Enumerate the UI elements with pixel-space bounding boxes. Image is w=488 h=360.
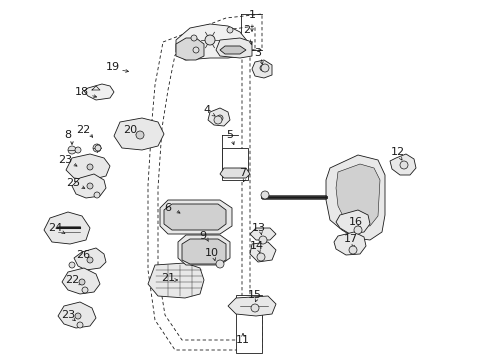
Circle shape [82, 287, 88, 293]
Polygon shape [216, 38, 251, 58]
Text: 12: 12 [390, 147, 404, 157]
Polygon shape [160, 200, 231, 234]
Polygon shape [335, 164, 379, 226]
Circle shape [94, 192, 100, 198]
Circle shape [204, 35, 215, 45]
Text: 11: 11 [236, 335, 249, 345]
Circle shape [69, 262, 75, 268]
Polygon shape [66, 154, 110, 180]
Text: 16: 16 [348, 217, 362, 227]
Circle shape [348, 246, 356, 254]
Polygon shape [74, 248, 106, 270]
Polygon shape [325, 155, 384, 240]
Text: 18: 18 [75, 87, 89, 97]
Polygon shape [84, 84, 114, 100]
Circle shape [217, 115, 223, 121]
Polygon shape [227, 296, 275, 316]
Circle shape [93, 144, 101, 152]
Polygon shape [251, 60, 271, 78]
Circle shape [353, 226, 361, 234]
Polygon shape [220, 168, 249, 178]
Text: 3: 3 [254, 48, 261, 58]
Circle shape [399, 161, 407, 169]
Text: 4: 4 [203, 105, 210, 115]
Text: 25: 25 [66, 178, 80, 188]
Circle shape [136, 131, 143, 139]
Polygon shape [72, 174, 106, 198]
Text: 6: 6 [164, 203, 171, 213]
Text: 9: 9 [199, 231, 206, 241]
Bar [236, 295, 262, 353]
Polygon shape [163, 204, 225, 230]
Circle shape [226, 27, 232, 33]
Text: 10: 10 [204, 248, 219, 258]
Circle shape [95, 145, 101, 151]
Circle shape [400, 162, 406, 168]
Polygon shape [114, 118, 163, 150]
Circle shape [75, 147, 81, 153]
Circle shape [87, 164, 93, 170]
Text: 1: 1 [248, 10, 255, 20]
Circle shape [191, 35, 197, 41]
Polygon shape [176, 24, 247, 60]
Text: 20: 20 [122, 125, 137, 135]
Polygon shape [249, 228, 275, 240]
Text: 22: 22 [76, 125, 90, 135]
Circle shape [261, 64, 268, 72]
Polygon shape [335, 210, 369, 234]
Text: 15: 15 [247, 290, 262, 300]
Text: 23: 23 [58, 155, 72, 165]
Polygon shape [220, 46, 245, 54]
Polygon shape [389, 154, 415, 175]
Circle shape [260, 65, 265, 71]
Polygon shape [207, 108, 229, 126]
Polygon shape [182, 239, 225, 264]
Circle shape [75, 313, 81, 319]
Polygon shape [178, 235, 229, 265]
Text: 5: 5 [226, 130, 233, 140]
Text: 17: 17 [343, 234, 357, 244]
Circle shape [216, 260, 224, 268]
Circle shape [79, 279, 85, 285]
Text: 7: 7 [239, 168, 246, 178]
Polygon shape [58, 302, 96, 328]
Circle shape [68, 146, 76, 154]
Polygon shape [44, 212, 90, 244]
Text: 2: 2 [243, 25, 250, 35]
Circle shape [77, 322, 83, 328]
Text: 14: 14 [249, 241, 264, 251]
Polygon shape [62, 268, 100, 294]
Circle shape [87, 257, 93, 263]
Text: 8: 8 [64, 130, 71, 140]
Polygon shape [222, 148, 247, 180]
Polygon shape [148, 263, 203, 298]
Polygon shape [249, 242, 275, 262]
Text: 22: 22 [65, 275, 79, 285]
Polygon shape [333, 232, 365, 255]
Text: 13: 13 [251, 223, 265, 233]
Circle shape [214, 116, 222, 124]
Text: 26: 26 [76, 250, 90, 260]
Text: 21: 21 [161, 273, 175, 283]
Circle shape [259, 236, 266, 244]
Circle shape [87, 183, 93, 189]
Circle shape [261, 191, 268, 199]
Circle shape [193, 47, 199, 53]
Polygon shape [176, 38, 203, 60]
Circle shape [250, 304, 259, 312]
Text: 23: 23 [61, 310, 75, 320]
Text: 19: 19 [106, 62, 120, 72]
Text: 24: 24 [48, 223, 62, 233]
Circle shape [257, 253, 264, 261]
